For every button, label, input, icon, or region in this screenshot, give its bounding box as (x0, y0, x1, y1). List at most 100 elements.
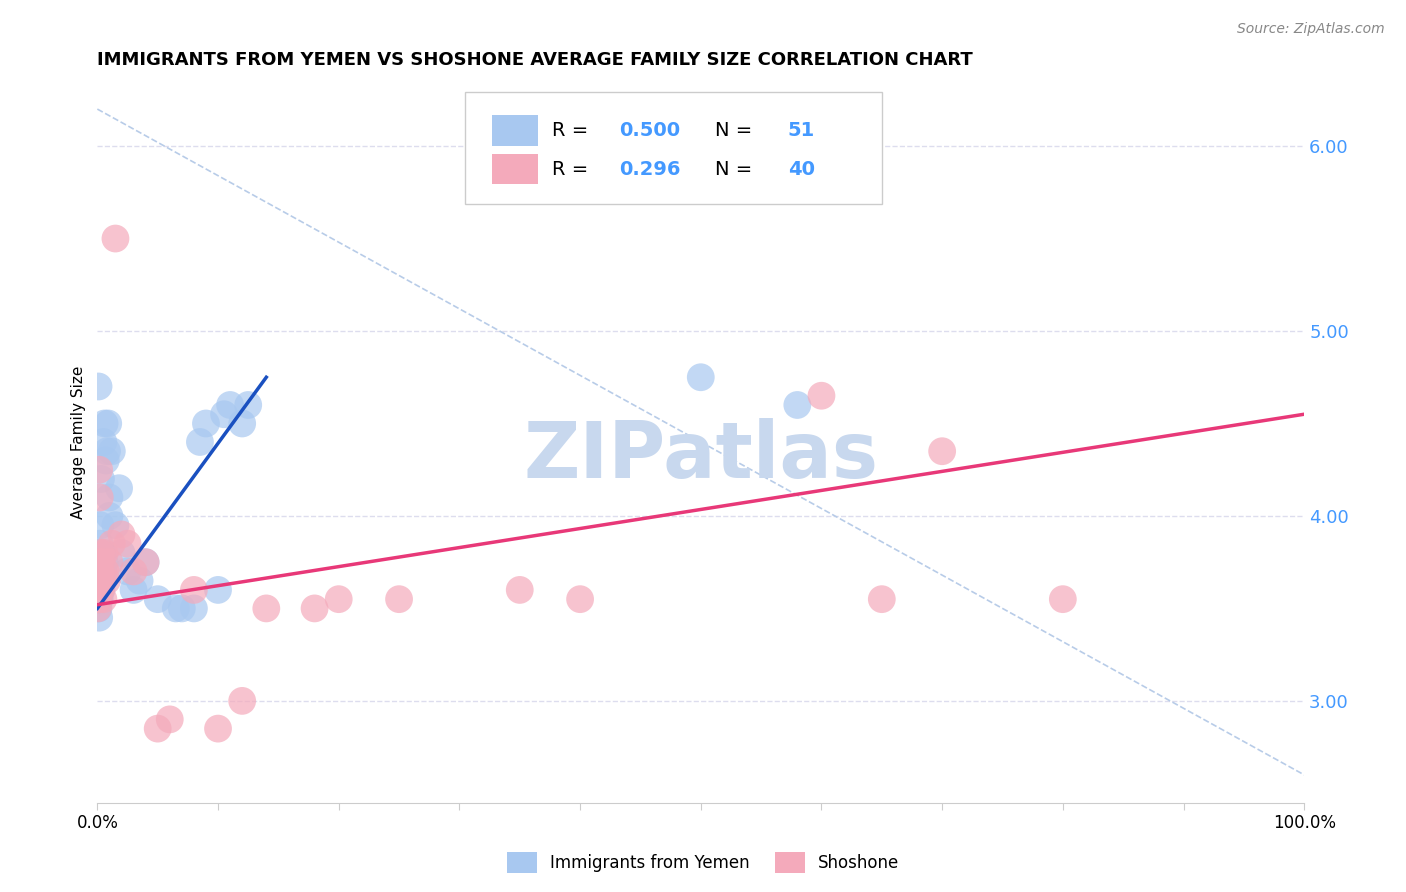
FancyBboxPatch shape (492, 154, 538, 185)
Point (509, 582, 531, 597)
Text: 40: 40 (787, 160, 814, 178)
Text: ZIPatlas: ZIPatlas (523, 418, 879, 494)
Point (238, 398, 260, 412)
Point (93, 592, 115, 607)
Text: R =: R = (553, 121, 595, 140)
Point (87, 555, 110, 569)
Point (89, 537, 111, 551)
Point (170, 601, 193, 615)
Text: 51: 51 (787, 121, 815, 140)
Point (87, 601, 110, 615)
Point (87, 601, 110, 615)
Point (569, 592, 592, 607)
Point (93, 565, 115, 579)
Point (87, 565, 110, 579)
Text: IMMIGRANTS FROM YEMEN VS SHOSHONE AVERAGE FAMILY SIZE CORRELATION CHART: IMMIGRANTS FROM YEMEN VS SHOSHONE AVERAG… (97, 51, 973, 69)
Text: Source: ZipAtlas.com: Source: ZipAtlas.com (1237, 22, 1385, 37)
Point (188, 434, 211, 449)
Legend: Immigrants from Yemen, Shoshone: Immigrants from Yemen, Shoshone (501, 846, 905, 880)
Point (93, 417, 115, 431)
Point (89, 518, 111, 533)
Point (931, 444, 953, 458)
Point (96, 444, 118, 458)
Point (1052, 592, 1074, 607)
Point (98, 491, 121, 505)
Point (89, 491, 111, 505)
Point (388, 592, 411, 607)
Point (104, 231, 127, 245)
Point (93, 434, 115, 449)
Point (90, 582, 112, 597)
Point (89, 582, 111, 597)
Point (183, 582, 205, 597)
Point (219, 398, 242, 412)
Point (231, 417, 253, 431)
Point (87, 546, 110, 560)
Point (97, 417, 120, 431)
Point (159, 712, 181, 726)
Point (165, 601, 187, 615)
Point (101, 444, 124, 458)
Point (128, 574, 150, 588)
Point (254, 601, 277, 615)
Point (89, 565, 111, 579)
Point (101, 537, 124, 551)
Point (87, 592, 110, 607)
Point (207, 582, 229, 597)
Point (90, 582, 112, 597)
Point (96, 574, 118, 588)
Point (90, 555, 112, 569)
Point (91, 574, 114, 588)
Point (304, 601, 326, 615)
Point (89, 610, 111, 624)
Point (93, 546, 115, 560)
Text: R =: R = (553, 160, 595, 178)
Point (122, 565, 145, 579)
FancyBboxPatch shape (492, 115, 538, 145)
Point (328, 592, 350, 607)
Point (810, 389, 832, 403)
Point (89, 574, 111, 588)
Point (135, 555, 157, 569)
Point (89, 574, 111, 588)
Point (194, 417, 217, 431)
Point (183, 601, 205, 615)
Point (87, 574, 110, 588)
Point (93, 555, 115, 569)
Point (146, 592, 169, 607)
Point (117, 537, 139, 551)
Point (689, 370, 711, 384)
Point (108, 481, 131, 495)
Point (146, 722, 169, 736)
Point (90, 472, 112, 486)
Point (207, 722, 229, 736)
Point (89, 463, 111, 477)
Point (104, 518, 127, 533)
Text: 0.500: 0.500 (619, 121, 681, 140)
Point (90, 555, 112, 569)
Point (110, 527, 132, 541)
Point (87, 582, 110, 597)
Y-axis label: Average Family Size: Average Family Size (72, 366, 86, 518)
Text: N =: N = (716, 160, 759, 178)
Point (98, 555, 121, 569)
Point (135, 555, 157, 569)
Point (231, 694, 253, 708)
Point (87, 379, 110, 393)
Point (89, 565, 111, 579)
Point (89, 592, 111, 607)
Point (87, 582, 110, 597)
Point (786, 398, 808, 412)
Point (94, 453, 117, 467)
Point (212, 407, 235, 421)
Point (87, 592, 110, 607)
Point (94, 565, 117, 579)
Point (122, 582, 145, 597)
Point (90, 546, 112, 560)
Point (89, 592, 111, 607)
Text: N =: N = (716, 121, 759, 140)
FancyBboxPatch shape (465, 92, 882, 204)
Point (91, 546, 114, 560)
Point (87, 555, 110, 569)
Text: 0.296: 0.296 (619, 160, 681, 178)
